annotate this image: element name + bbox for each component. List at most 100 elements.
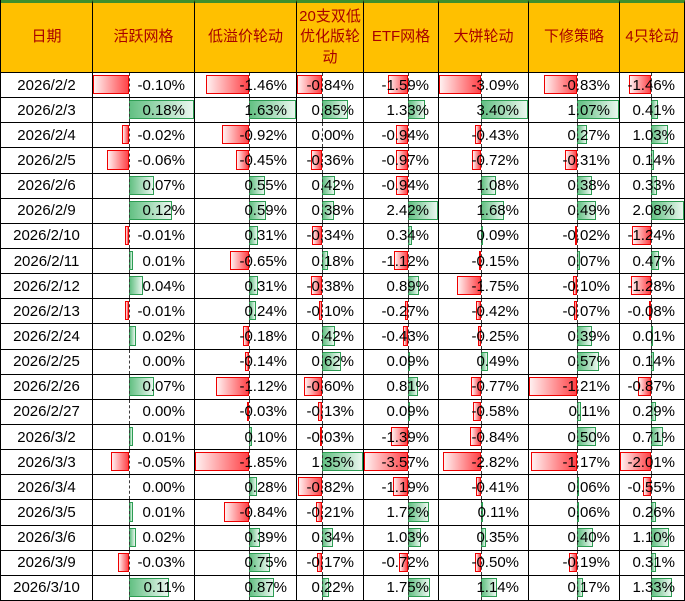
column-header-6[interactable]: 下修策略 — [529, 0, 620, 73]
value-cell[interactable]: -0.43% — [364, 324, 439, 350]
value-cell[interactable]: 0.41% — [620, 98, 685, 124]
value-cell[interactable]: -0.02% — [529, 223, 620, 249]
value-cell[interactable]: 0.35% — [439, 525, 529, 551]
value-cell[interactable]: 0.40% — [529, 525, 620, 551]
value-cell[interactable]: 0.34% — [297, 525, 364, 551]
date-cell[interactable]: 2026/3/5 — [1, 500, 93, 526]
value-cell[interactable]: -0.31% — [529, 148, 620, 174]
value-cell[interactable]: 0.09% — [364, 399, 439, 425]
value-cell[interactable]: -1.17% — [529, 450, 620, 476]
value-cell[interactable]: 0.11% — [93, 575, 195, 601]
value-cell[interactable]: 0.42% — [297, 173, 364, 199]
value-cell[interactable]: 0.07% — [529, 248, 620, 275]
value-cell[interactable]: 0.49% — [529, 198, 620, 224]
value-cell[interactable]: -1.12% — [195, 374, 297, 400]
value-cell[interactable]: 1.03% — [364, 525, 439, 551]
value-cell[interactable]: -0.50% — [439, 550, 529, 576]
value-cell[interactable]: -0.08% — [620, 299, 685, 325]
value-cell[interactable]: 0.07% — [93, 173, 195, 199]
value-cell[interactable]: 0.01% — [93, 500, 195, 526]
value-cell[interactable]: 0.75% — [195, 550, 297, 576]
value-cell[interactable]: -1.19% — [364, 475, 439, 501]
date-cell[interactable]: 2026/2/2 — [1, 73, 93, 99]
value-cell[interactable]: -0.27% — [364, 299, 439, 325]
value-cell[interactable]: -0.03% — [93, 550, 195, 576]
date-cell[interactable]: 2026/3/10 — [1, 575, 93, 601]
date-cell[interactable]: 2026/3/3 — [1, 450, 93, 476]
value-cell[interactable]: 0.39% — [195, 525, 297, 551]
value-cell[interactable]: -0.01% — [93, 299, 195, 325]
value-cell[interactable]: 0.59% — [195, 198, 297, 224]
value-cell[interactable]: 2.42% — [364, 198, 439, 224]
value-cell[interactable]: 0.57% — [529, 349, 620, 375]
date-cell[interactable]: 2026/2/25 — [1, 349, 93, 375]
column-header-0[interactable]: 日期 — [1, 0, 93, 73]
value-cell[interactable]: -0.10% — [297, 299, 364, 325]
value-cell[interactable]: 1.35% — [297, 450, 364, 476]
value-cell[interactable]: 1.08% — [439, 173, 529, 199]
value-cell[interactable]: 0.62% — [297, 349, 364, 375]
value-cell[interactable]: 0.00% — [93, 349, 195, 375]
value-cell[interactable]: 0.14% — [620, 148, 685, 174]
value-cell[interactable]: 1.72% — [364, 500, 439, 526]
date-cell[interactable]: 2026/2/26 — [1, 374, 93, 400]
value-cell[interactable]: -0.84% — [439, 424, 529, 451]
value-cell[interactable]: 0.42% — [297, 324, 364, 350]
value-cell[interactable]: 0.12% — [93, 198, 195, 224]
value-cell[interactable]: 0.81% — [364, 374, 439, 400]
value-cell[interactable]: -1.59% — [364, 73, 439, 99]
value-cell[interactable]: -0.03% — [195, 399, 297, 425]
date-cell[interactable]: 2026/2/10 — [1, 223, 93, 249]
value-cell[interactable]: 0.49% — [439, 349, 529, 375]
value-cell[interactable]: -0.82% — [297, 475, 364, 501]
date-cell[interactable]: 2026/2/3 — [1, 98, 93, 124]
value-cell[interactable]: 2.08% — [620, 198, 685, 224]
value-cell[interactable]: 0.06% — [529, 500, 620, 526]
value-cell[interactable]: 1.10% — [620, 525, 685, 551]
value-cell[interactable]: -0.92% — [195, 123, 297, 149]
value-cell[interactable]: -1.85% — [195, 450, 297, 476]
value-cell[interactable]: -0.03% — [297, 424, 364, 451]
value-cell[interactable]: 0.06% — [529, 475, 620, 501]
value-cell[interactable]: -1.28% — [620, 274, 685, 300]
value-cell[interactable]: -0.05% — [93, 450, 195, 476]
date-cell[interactable]: 2026/3/6 — [1, 525, 93, 551]
value-cell[interactable]: -0.60% — [297, 374, 364, 400]
value-cell[interactable]: -1.75% — [439, 274, 529, 300]
value-cell[interactable]: 1.63% — [195, 98, 297, 124]
value-cell[interactable]: -0.43% — [439, 123, 529, 149]
value-cell[interactable]: 0.01% — [93, 424, 195, 451]
value-cell[interactable]: 0.28% — [195, 475, 297, 501]
value-cell[interactable]: -0.10% — [93, 73, 195, 99]
value-cell[interactable]: 0.87% — [195, 575, 297, 601]
value-cell[interactable]: -0.13% — [297, 399, 364, 425]
value-cell[interactable]: 1.03% — [620, 123, 685, 149]
date-cell[interactable]: 2026/2/11 — [1, 248, 93, 275]
date-cell[interactable]: 2026/2/5 — [1, 148, 93, 174]
value-cell[interactable]: 0.17% — [529, 575, 620, 601]
value-cell[interactable]: 0.14% — [620, 349, 685, 375]
value-cell[interactable]: 0.39% — [529, 324, 620, 350]
date-cell[interactable]: 2026/3/9 — [1, 550, 93, 576]
value-cell[interactable]: -0.41% — [439, 475, 529, 501]
value-cell[interactable]: -3.57% — [364, 450, 439, 476]
date-cell[interactable]: 2026/3/2 — [1, 424, 93, 451]
value-cell[interactable]: -0.07% — [529, 299, 620, 325]
value-cell[interactable]: 0.55% — [195, 173, 297, 199]
value-cell[interactable]: 0.31% — [195, 274, 297, 300]
value-cell[interactable]: -1.24% — [620, 223, 685, 249]
column-header-2[interactable]: 低溢价轮动 — [195, 0, 297, 73]
value-cell[interactable]: -0.25% — [439, 324, 529, 350]
value-cell[interactable]: 0.00% — [93, 475, 195, 501]
value-cell[interactable]: 0.31% — [195, 223, 297, 249]
value-cell[interactable]: 0.89% — [364, 274, 439, 300]
column-header-7[interactable]: 4只轮动 — [620, 0, 685, 73]
value-cell[interactable]: 1.33% — [364, 98, 439, 124]
value-cell[interactable]: -2.82% — [439, 450, 529, 476]
column-header-1[interactable]: 活跃网格 — [93, 0, 195, 73]
value-cell[interactable]: -0.21% — [297, 500, 364, 526]
value-cell[interactable]: 0.29% — [620, 399, 685, 425]
value-cell[interactable]: 1.75% — [364, 575, 439, 601]
value-cell[interactable]: 0.50% — [529, 424, 620, 451]
column-header-4[interactable]: ETF网格 — [364, 0, 439, 73]
